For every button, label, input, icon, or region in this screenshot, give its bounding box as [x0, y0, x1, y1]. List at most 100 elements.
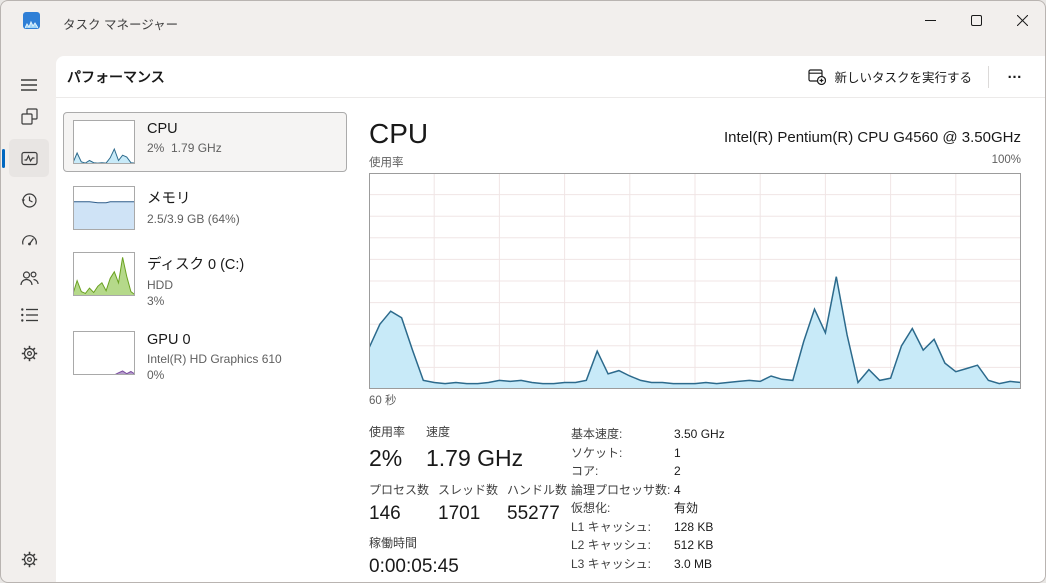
header-divider	[988, 65, 989, 88]
perf-item-subtitle2: 3%	[147, 294, 165, 308]
cpu-spec-value: 4	[674, 482, 681, 497]
uptime-value: 0:00:05:45	[369, 556, 459, 577]
close-button[interactable]	[999, 1, 1045, 39]
perf-item-subtitle2: 0%	[147, 368, 165, 382]
y-axis-max-label: 100%	[991, 154, 1021, 166]
device-subtitle: Intel(R) Pentium(R) CPU G4560 @ 3.50GHz	[724, 129, 1021, 146]
cpu-usage-chart[interactable]	[369, 173, 1021, 389]
threads-label: スレッド数	[438, 483, 499, 497]
run-new-task-label: 新しいタスクを実行する	[834, 71, 972, 85]
run-new-task-button[interactable]: 新しいタスクを実行する	[800, 61, 980, 92]
cpu-spec-label: コア:	[571, 464, 599, 478]
cpu-mini-chart	[73, 120, 135, 164]
perf-item-subtitle: Intel(R) HD Graphics 610	[147, 352, 282, 366]
performance-device-list: CPU 2% 1.79 GHz メモリ 2.5/3.9 GB (64%) ディス…	[63, 112, 347, 397]
minimize-button[interactable]	[907, 1, 953, 39]
perf-item-memory[interactable]: メモリ 2.5/3.9 GB (64%)	[63, 178, 347, 238]
perf-item-title: メモリ	[147, 191, 191, 207]
cpu-spec-value: 1	[674, 445, 681, 460]
y-axis-label: 使用率	[369, 157, 404, 169]
handles-label: ハンドル数	[507, 483, 568, 497]
cpu-spec-row: L3 キャッシュ: 3.0 MB	[571, 555, 871, 574]
cpu-detail-panel: CPU Intel(R) Pentium(R) CPU G4560 @ 3.50…	[369, 112, 1021, 577]
device-title: CPU	[369, 118, 429, 149]
sidebar-item-performance[interactable]	[9, 139, 49, 177]
cpu-spec-value: 2	[674, 464, 681, 478]
processes-icon	[20, 107, 38, 125]
sidebar-item-startup-apps[interactable]	[9, 221, 49, 259]
processes-label: プロセス数	[369, 483, 430, 497]
perf-item-disk0[interactable]: ディスク 0 (C:) HDD 3%	[63, 244, 347, 317]
gear-icon	[21, 551, 37, 567]
handles-value: 55277	[507, 503, 560, 524]
cpu-spec-row: 論理プロセッサ数: 4	[571, 481, 871, 500]
app-history-icon	[21, 192, 37, 208]
cpu-spec-value: 3.0 MB	[674, 556, 713, 571]
window-title: タスク マネージャー	[63, 18, 179, 32]
cpu-spec-row: コア: 2	[571, 462, 871, 481]
new-task-icon	[808, 68, 827, 85]
perf-item-subtitle: 2% 1.79 GHz	[147, 141, 222, 155]
cpu-spec-label: L3 キャッシュ:	[571, 556, 652, 571]
uptime-label: 稼働時間	[369, 536, 418, 550]
perf-item-subtitle: 2.5/3.9 GB (64%)	[147, 212, 240, 226]
navigation-rail	[1, 56, 56, 582]
cpu-spec-label: 仮想化:	[571, 501, 611, 515]
cpu-spec-row: L2 キャッシュ: 512 KB	[571, 536, 871, 555]
cpu-spec-list: 基本速度: 3.50 GHz ソケット: 1 コア: 2 論理プロセッサ数: 4 仮想化: 有効 L…	[571, 425, 871, 573]
selected-nav-indicator	[2, 149, 5, 168]
cpu-spec-row: L1 キャッシュ: 128 KB	[571, 518, 871, 537]
cpu-spec-label: 基本速度:	[571, 427, 623, 441]
x-axis-label: 60 秒	[369, 395, 397, 407]
usage-label: 使用率	[369, 425, 406, 439]
perf-item-title: GPU 0	[147, 332, 191, 348]
titlebar[interactable]: タスク マネージャー	[1, 1, 1045, 56]
cpu-stats: 使用率 2% 速度 1.79 GHz プロセス数 146	[369, 423, 1021, 577]
content-card: パフォーマンス 新しいタスクを実行する …	[56, 56, 1045, 582]
sidebar-item-users[interactable]	[9, 259, 49, 297]
cpu-spec-label: L2 キャッシュ:	[571, 538, 652, 552]
perf-item-title: ディスク 0 (C:)	[147, 257, 245, 273]
usage-value: 2%	[369, 445, 403, 471]
cpu-spec-value: 有効	[674, 501, 699, 515]
sidebar-item-processes[interactable]	[9, 97, 49, 135]
sidebar-item-app-history[interactable]	[9, 181, 49, 219]
disk-mini-chart	[73, 252, 135, 296]
window-controls	[907, 1, 1045, 39]
task-manager-app-icon	[23, 12, 40, 29]
cpu-spec-value: 3.50 GHz	[674, 427, 725, 441]
speed-value: 1.79 GHz	[426, 445, 524, 471]
sidebar-item-services[interactable]	[9, 334, 49, 372]
perf-item-cpu[interactable]: CPU 2% 1.79 GHz	[63, 112, 347, 172]
cpu-spec-value: 128 KB	[674, 519, 714, 534]
startup-apps-icon	[21, 234, 37, 245]
threads-value: 1701	[438, 503, 481, 524]
perf-item-title: CPU	[147, 121, 178, 137]
cpu-spec-label: 論理プロセッサ数:	[571, 482, 671, 497]
more-options-button[interactable]: …	[997, 63, 1033, 90]
cpu-spec-row: 基本速度: 3.50 GHz	[571, 425, 871, 444]
cpu-spec-label: L1 キャッシュ:	[571, 519, 652, 534]
perf-item-gpu0[interactable]: GPU 0 Intel(R) HD Graphics 610 0%	[63, 323, 347, 391]
gpu-mini-chart	[73, 331, 135, 375]
cpu-spec-row: ソケット: 1	[571, 444, 871, 463]
performance-icon	[20, 151, 38, 165]
users-icon	[19, 271, 39, 286]
cpu-spec-row: 仮想化: 有効	[571, 499, 871, 518]
perf-item-subtitle: HDD	[147, 278, 173, 292]
settings-button[interactable]	[9, 540, 49, 578]
services-icon	[21, 345, 37, 361]
processes-value: 146	[369, 503, 401, 524]
memory-mini-chart	[73, 186, 135, 230]
cpu-spec-label: ソケット:	[571, 445, 623, 460]
maximize-button[interactable]	[953, 1, 999, 39]
hamburger-icon	[21, 79, 37, 91]
sidebar-item-details[interactable]	[9, 296, 49, 334]
cpu-spec-value: 512 KB	[674, 538, 714, 552]
menu-toggle-button[interactable]	[9, 66, 49, 104]
card-header: パフォーマンス 新しいタスクを実行する …	[56, 56, 1045, 98]
speed-label: 速度	[426, 425, 451, 439]
details-icon	[20, 308, 38, 322]
page-title: パフォーマンス	[67, 68, 165, 85]
